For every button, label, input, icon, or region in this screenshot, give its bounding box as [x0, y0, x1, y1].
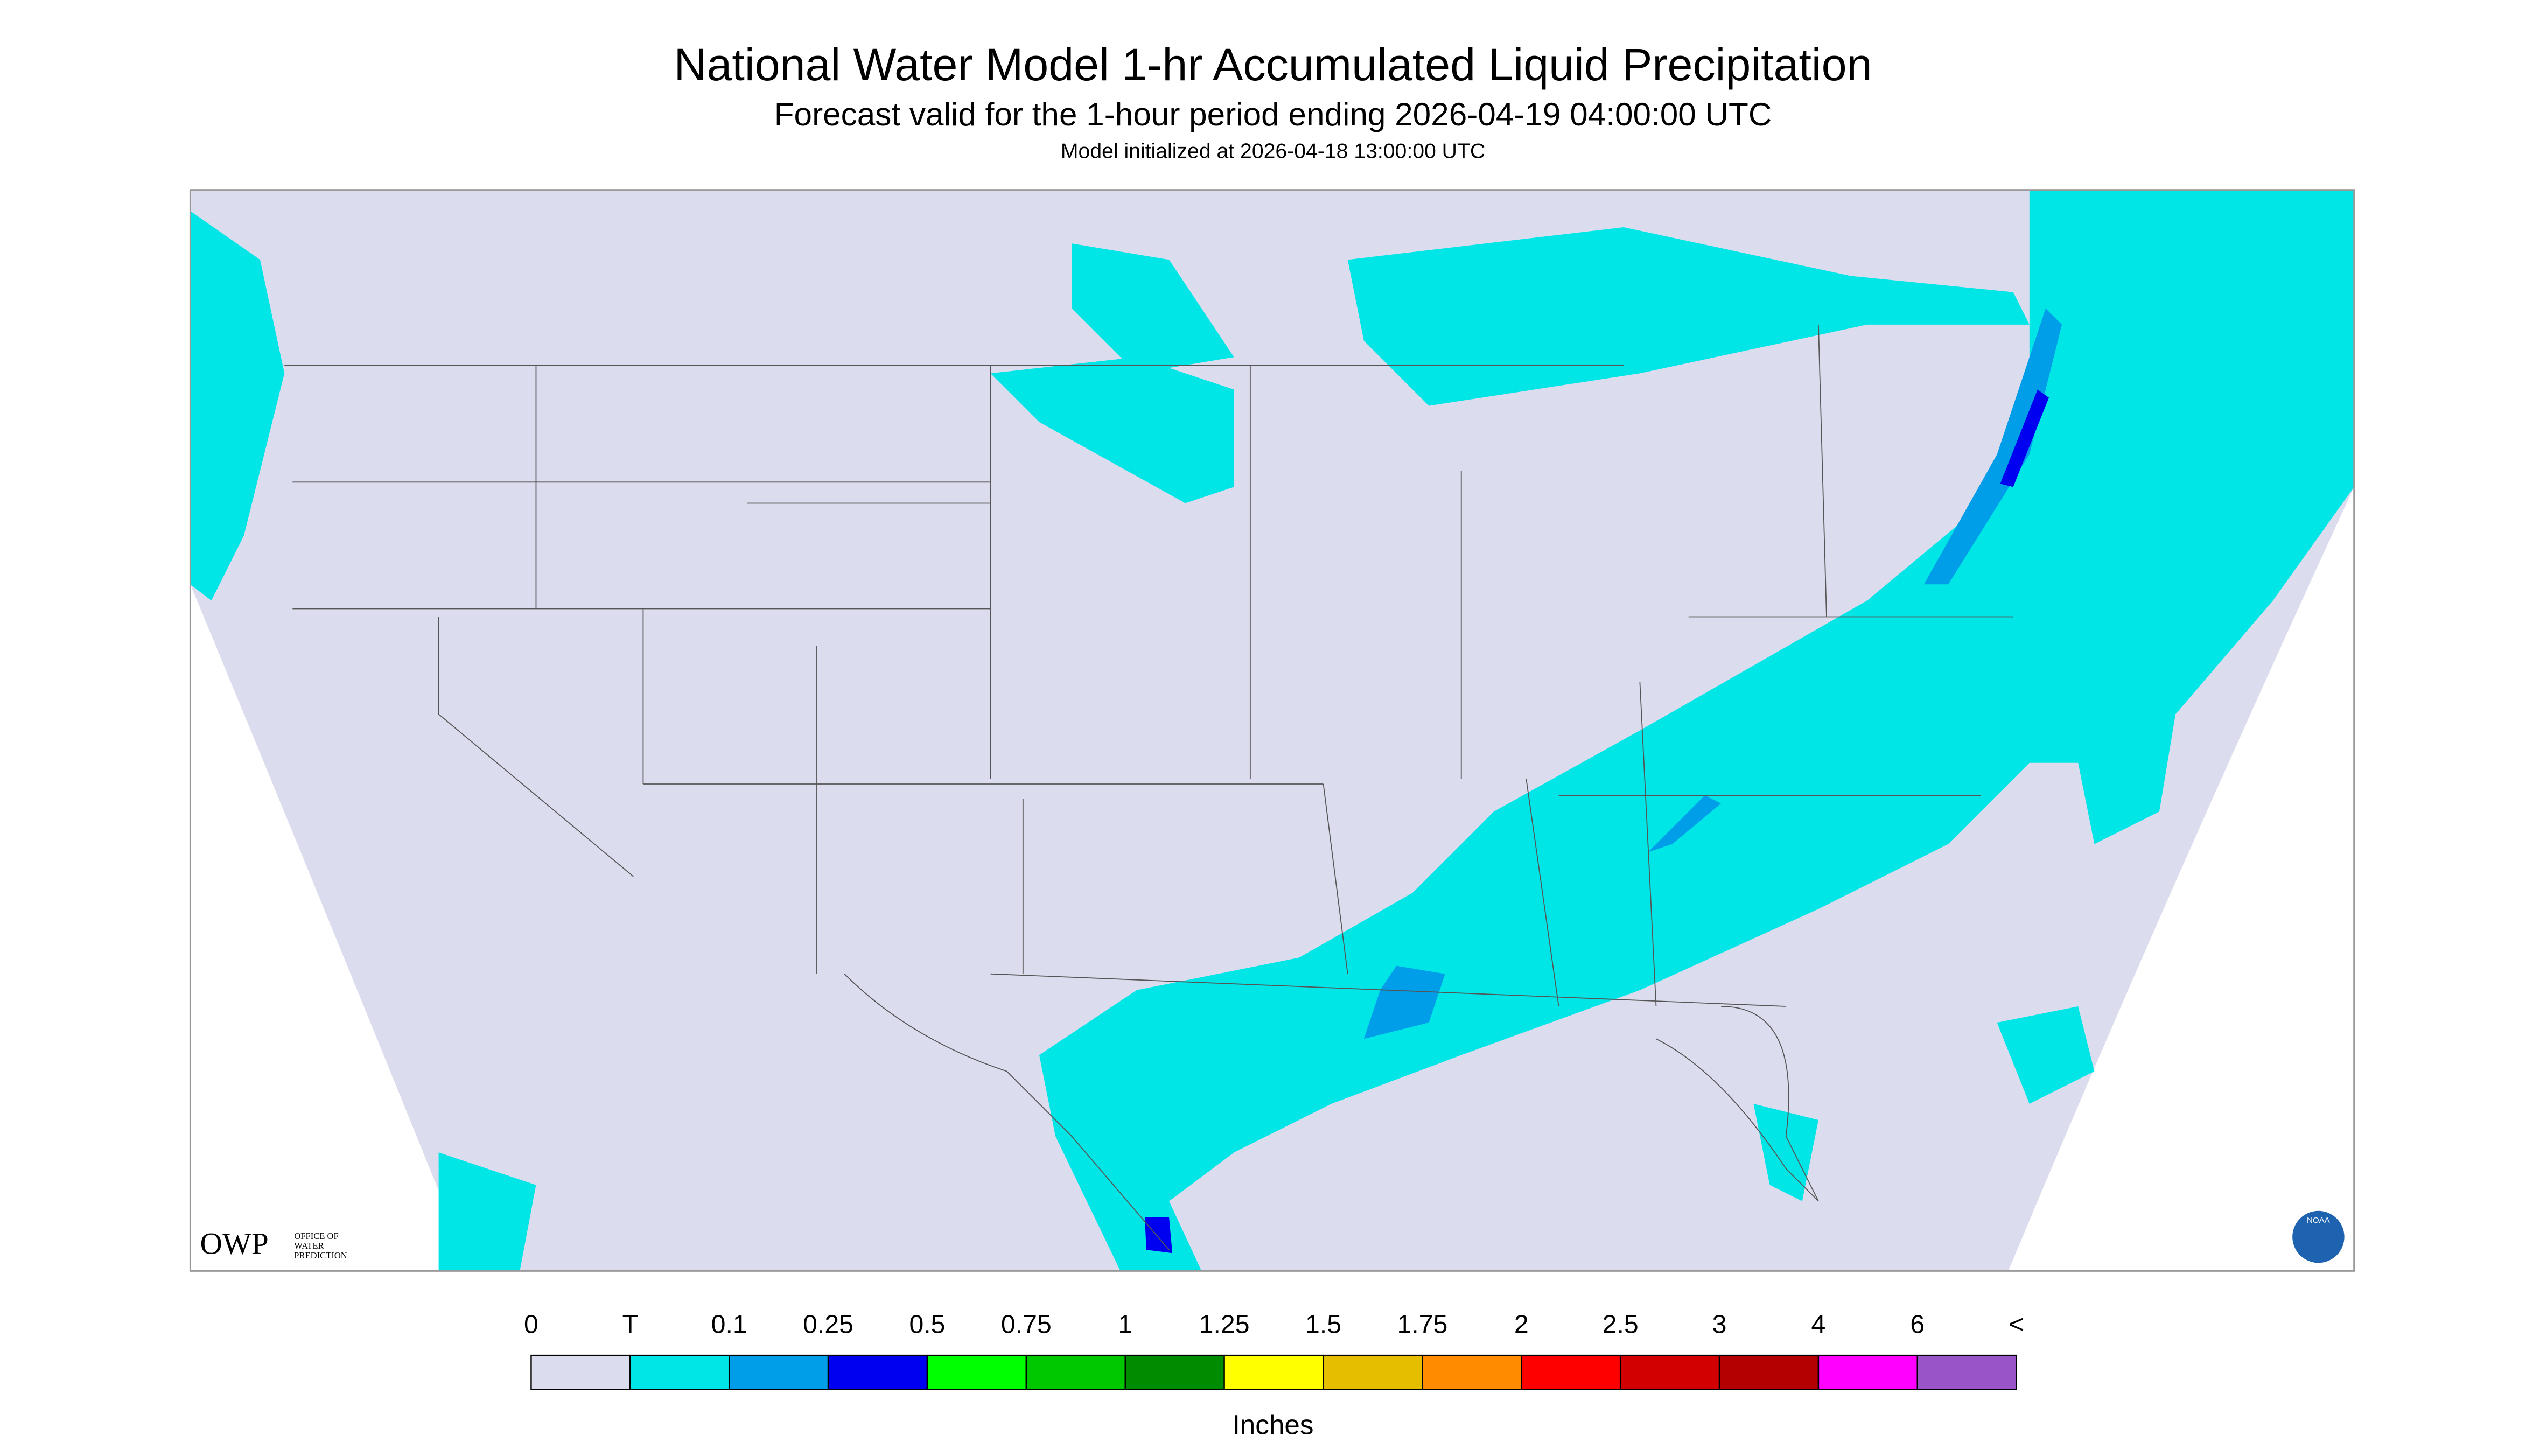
precip-area: [438, 1152, 536, 1271]
colorbar-swatch: [1521, 1354, 1621, 1390]
colorbar: 0 T 0.1 0.25 0.5 0.75 1 1.25 1.5 1.75 2 2.5 3 4 6 <: [524, 1310, 2024, 1390]
domain: [190, 190, 2354, 1271]
colorbar-swatch: [1916, 1354, 2017, 1390]
colorbar-swatch: [827, 1354, 928, 1390]
colorbar-swatch: [1025, 1354, 1126, 1390]
coastline: [844, 974, 1819, 1250]
precipitation: [190, 190, 2354, 1271]
colorbar-label: 4: [1811, 1310, 1826, 1339]
colorbar-swatch: [1323, 1354, 1423, 1390]
colorbar-label: 0.5: [909, 1310, 945, 1339]
colorbar-swatch: [1817, 1354, 1919, 1390]
colorbar-unit: Inches: [1233, 1409, 1314, 1440]
colorbar-label: 2: [1514, 1310, 1529, 1339]
owp-logo-line: PREDICTION: [294, 1250, 347, 1261]
precip-area: [1347, 227, 2030, 406]
colorbar-label: 1.75: [1397, 1310, 1447, 1339]
colorbar-label: 1: [1118, 1310, 1132, 1339]
precip-area: [990, 357, 1234, 503]
colorbar-label: 3: [1712, 1310, 1727, 1339]
owp-logo-line: WATER: [294, 1241, 324, 1251]
colorbar-label: 0.1: [711, 1310, 747, 1339]
boundaries: [284, 324, 2013, 1250]
owp-logo: OWP: [200, 1227, 268, 1261]
colorbar-label: 1.25: [1199, 1310, 1250, 1339]
colorbar-label: 6: [1910, 1310, 1925, 1339]
colorbar-swatch: [629, 1354, 730, 1390]
precip-heavier: [1923, 308, 2062, 585]
colorbar-swatch: [1124, 1354, 1225, 1390]
colorbar-label: 1.5: [1305, 1310, 1341, 1339]
colorbar-label: 0.75: [1001, 1310, 1052, 1339]
precip-area: [190, 211, 285, 601]
precip-heavy: [2000, 389, 2049, 487]
init-time: Model initialized at 2026-04-18 13:00:00…: [1061, 140, 1485, 163]
subtitle: Forecast valid for the 1-hour period end…: [774, 96, 1772, 132]
colorbar-swatch: [926, 1354, 1027, 1390]
precip-heavier: [1363, 965, 1445, 1039]
colorbar-label: T: [622, 1310, 638, 1339]
colorbar-label: 2.5: [1603, 1310, 1639, 1339]
colorbar-label: <: [2009, 1310, 2024, 1339]
colorbar-swatch: [530, 1354, 631, 1390]
colorbar-swatch: [1718, 1354, 1820, 1390]
state-lines: [284, 324, 2013, 1007]
precip-heavier: [1648, 795, 1722, 852]
precip-heavy: [1144, 1217, 1173, 1254]
map-frame: [189, 189, 2355, 1272]
colorbar-swatch: [1619, 1354, 1720, 1390]
colorbar-label: 0: [524, 1310, 538, 1339]
precip-area: [1997, 1006, 2095, 1104]
title: National Water Model 1-hr Accumulated Li…: [674, 39, 1872, 90]
colorbar-swatch: [1422, 1354, 1522, 1390]
precip-area: [1072, 243, 1234, 374]
noaa-logo-text: NOAA: [2307, 1216, 2331, 1225]
owp-logo-line: OFFICE OF: [294, 1231, 338, 1241]
noaa-logo: [2292, 1210, 2345, 1263]
colorbar-swatch: [1223, 1354, 1324, 1390]
colorbar-swatch: [728, 1354, 829, 1390]
colorbar-label: 0.25: [803, 1310, 853, 1339]
precip-area: [1753, 1103, 1818, 1201]
precip-area: [1997, 389, 2354, 844]
